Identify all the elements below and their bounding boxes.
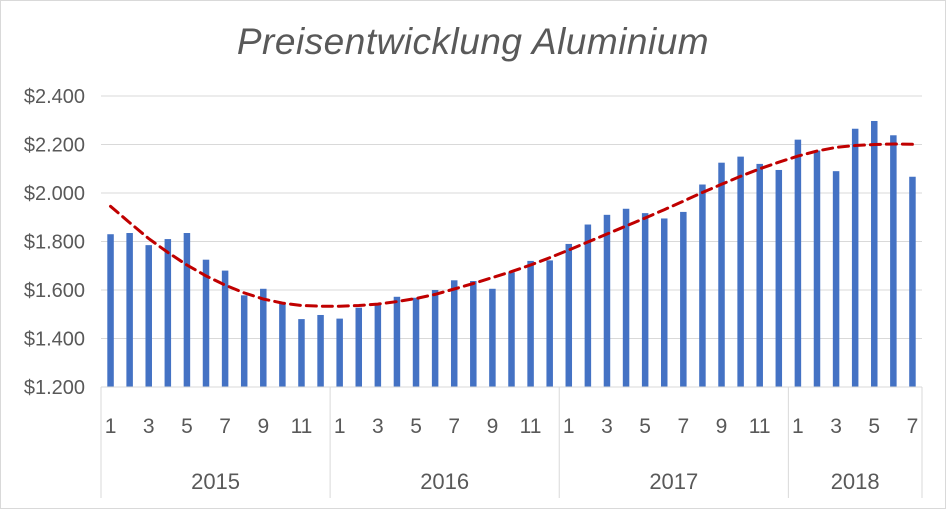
trend-line: [109, 142, 914, 308]
y-tick-label: $1.800: [24, 232, 85, 254]
bar: [718, 162, 725, 387]
bar: [183, 233, 191, 387]
x-tick-label: 1: [105, 415, 117, 438]
x-tick-label: 7: [448, 415, 460, 438]
x-tick-label: 7: [219, 415, 231, 438]
bar: [775, 169, 783, 387]
bar: [641, 213, 649, 387]
bar: [699, 184, 706, 387]
bar: [890, 135, 897, 387]
bar: [126, 233, 133, 387]
x-tick-label: 5: [410, 415, 422, 438]
x-tick-label: 9: [487, 415, 499, 438]
bar: [107, 234, 114, 387]
bar: [450, 280, 458, 387]
bar: [393, 296, 401, 387]
y-tick-label: $1.600: [24, 280, 85, 302]
bar: [298, 319, 305, 387]
chart-title: Preisentwicklung Aluminium: [236, 21, 710, 62]
bar: [527, 260, 534, 387]
bar: [813, 150, 821, 387]
bar: [336, 318, 343, 387]
bar: [603, 214, 611, 387]
x-tick-label: 1: [563, 415, 575, 438]
x-tick-label: 3: [143, 415, 155, 438]
year-label: 2017: [649, 469, 698, 494]
bar: [164, 239, 172, 387]
x-tick-label: 9: [257, 415, 269, 438]
bar: [279, 303, 286, 387]
x-tick-label: 5: [868, 415, 880, 438]
bar: [489, 288, 496, 387]
bar: [260, 288, 267, 387]
bar: [431, 290, 439, 387]
x-tick-label: 9: [716, 415, 728, 438]
bar: [374, 303, 382, 387]
x-tick-label: 5: [639, 415, 651, 438]
bar: [756, 163, 763, 387]
y-tick-label: $2.000: [24, 183, 85, 205]
bar: [412, 297, 420, 387]
x-tick-label: 1: [334, 415, 346, 438]
bar: [909, 176, 916, 387]
bar: [317, 314, 324, 387]
year-label: 2015: [191, 469, 240, 494]
y-tick-label: $1.200: [24, 377, 85, 399]
x-tick-label: 3: [372, 415, 384, 438]
bar: [584, 224, 592, 387]
bar: [794, 139, 802, 387]
bar: [871, 120, 878, 387]
y-tick-label: $1.400: [24, 329, 85, 351]
x-tick-label: 3: [601, 415, 613, 438]
x-tick-label: 5: [181, 415, 193, 438]
x-tick-label: 7: [677, 415, 689, 438]
x-tick-label: 3: [830, 415, 842, 438]
bar: [622, 208, 630, 387]
year-label: 2018: [831, 469, 880, 494]
y-tick-label: $2.200: [24, 135, 85, 157]
bar: [832, 171, 840, 387]
x-tick-label: 11: [291, 415, 313, 438]
year-label: 2016: [420, 469, 469, 494]
x-tick-label: 11: [749, 415, 771, 438]
bar: [202, 259, 210, 387]
bar: [660, 218, 668, 387]
bar: [240, 295, 248, 387]
x-tick-label: 7: [907, 415, 919, 438]
bar: [221, 270, 229, 387]
x-tick-label: 1: [792, 415, 804, 438]
bar: [470, 281, 477, 387]
bar: [145, 245, 152, 387]
bar: [737, 156, 744, 387]
bar: [680, 211, 687, 387]
bar: [355, 307, 363, 387]
y-tick-label: $2.400: [24, 86, 85, 108]
bar: [508, 272, 515, 387]
bar: [565, 243, 573, 387]
bar: [546, 260, 553, 387]
x-tick-label: 11: [520, 415, 542, 438]
bar: [851, 128, 859, 388]
